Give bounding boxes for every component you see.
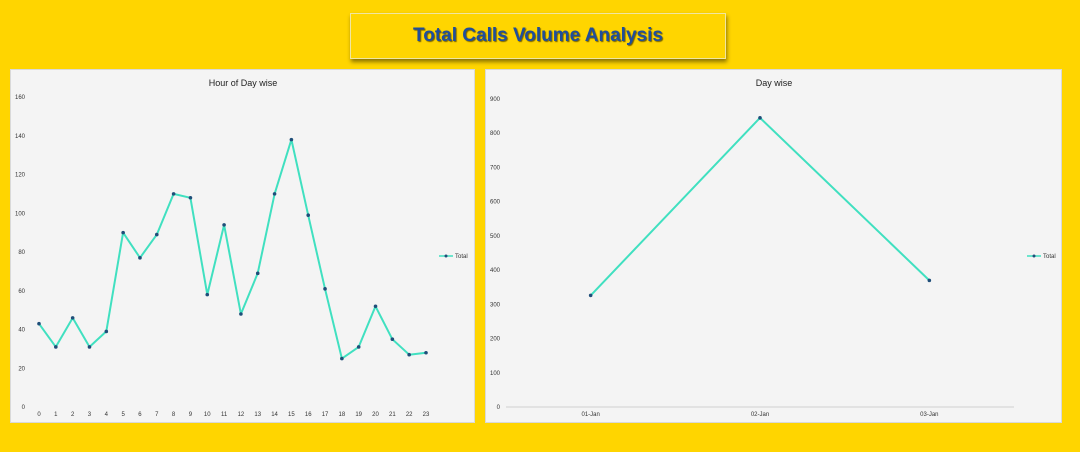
dashboard-title-box: Total Calls Volume Analysis: [350, 13, 726, 59]
data-point: [222, 223, 226, 227]
data-point: [70, 316, 75, 320]
y-tick-label: 0: [22, 405, 26, 411]
data-point: [188, 195, 193, 200]
y-tick-label: 900: [490, 97, 501, 103]
y-tick-label: 300: [490, 302, 501, 308]
data-point: [138, 256, 142, 260]
data-point: [104, 329, 109, 334]
y-tick-label: 120: [15, 173, 26, 179]
x-tick-label: 8: [172, 412, 176, 418]
x-tick-label: 03-Jan: [920, 412, 938, 418]
x-tick-label: 18: [339, 412, 346, 418]
legend-marker: [444, 254, 448, 258]
x-tick-label: 3: [88, 412, 92, 418]
data-point: [87, 345, 92, 349]
x-tick-label: 10: [204, 412, 211, 418]
dashboard-title: Total Calls Volume Analysis: [413, 25, 663, 46]
data-point: [588, 293, 593, 298]
x-tick-label: 12: [238, 412, 245, 418]
data-point: [205, 292, 210, 297]
x-tick-label: 13: [254, 412, 261, 418]
y-tick-label: 60: [18, 289, 25, 295]
x-tick-label: 14: [271, 412, 278, 418]
x-tick-label: 01-Jan: [581, 412, 599, 418]
x-tick-label: 22: [406, 412, 413, 418]
y-tick-label: 80: [18, 250, 25, 256]
data-point: [758, 116, 762, 120]
y-tick-label: 160: [15, 95, 26, 101]
x-tick-label: 9: [189, 412, 193, 418]
data-point: [121, 230, 125, 235]
series-line: [589, 116, 930, 297]
data-point: [927, 278, 932, 283]
x-tick-label: 0: [37, 412, 41, 418]
data-point: [340, 356, 344, 361]
x-tick-label: 2: [71, 412, 75, 418]
data-point: [171, 192, 176, 196]
y-tick-label: 40: [18, 328, 25, 334]
x-tick-label: 21: [389, 412, 396, 418]
data-point: [154, 232, 159, 237]
x-tick-label: 1: [54, 412, 58, 418]
chart-title: Day wise: [756, 78, 793, 88]
data-point: [356, 345, 361, 349]
series-line: [38, 138, 427, 360]
data-point: [239, 312, 243, 316]
chart-title: Hour of Day wise: [209, 78, 278, 88]
legend: Total: [439, 254, 468, 260]
x-tick-label: 23: [423, 412, 430, 418]
x-tick-label: 17: [322, 412, 329, 418]
x-tick-label: 15: [288, 412, 295, 418]
x-tick-label: 5: [121, 412, 125, 418]
legend-marker: [1032, 254, 1036, 258]
data-point: [37, 321, 41, 326]
x-tick-label: 20: [372, 412, 379, 418]
y-tick-label: 200: [490, 337, 501, 343]
y-tick-label: 500: [490, 234, 501, 240]
y-tick-label: 20: [18, 366, 25, 372]
data-point: [255, 271, 260, 276]
x-tick-label: 6: [138, 412, 142, 418]
data-point: [272, 192, 277, 196]
y-tick-label: 100: [490, 371, 501, 377]
x-tick-label: 7: [155, 412, 159, 418]
data-point: [373, 304, 378, 309]
data-point: [390, 337, 395, 341]
x-tick-label: 11: [221, 412, 228, 418]
data-point: [323, 287, 327, 291]
hour-chart-panel: Hour of Day wise 0 20 40 60 80 100 120 140 160 0 1 2…: [10, 69, 475, 423]
x-tick-label: 02-Jan: [751, 412, 769, 418]
y-tick-label: 100: [15, 211, 26, 217]
legend-label: Total: [455, 254, 468, 260]
x-tick-label: 19: [355, 412, 362, 418]
y-tick-label: 140: [15, 134, 26, 140]
y-tick-label: 400: [490, 268, 501, 274]
y-tick-label: 0: [497, 405, 501, 411]
data-point: [407, 352, 411, 357]
y-tick-label: 600: [490, 200, 501, 206]
x-tick-label: 4: [105, 412, 109, 418]
y-tick-label: 700: [490, 165, 501, 171]
data-point: [289, 137, 294, 142]
day-wise-chart: Day wise 0 100 200 300 400 500 600 700 800 900 01-J…: [490, 78, 1056, 418]
data-point: [306, 213, 311, 217]
data-point: [424, 350, 428, 355]
legend-label: Total: [1043, 254, 1056, 260]
x-tick-label: 16: [305, 412, 312, 418]
y-tick-label: 800: [490, 131, 501, 137]
data-point: [54, 345, 58, 349]
legend: Total: [1027, 254, 1056, 260]
day-chart-panel: Day wise 0 100 200 300 400 500 600 700 800 900 01-J…: [485, 69, 1062, 423]
